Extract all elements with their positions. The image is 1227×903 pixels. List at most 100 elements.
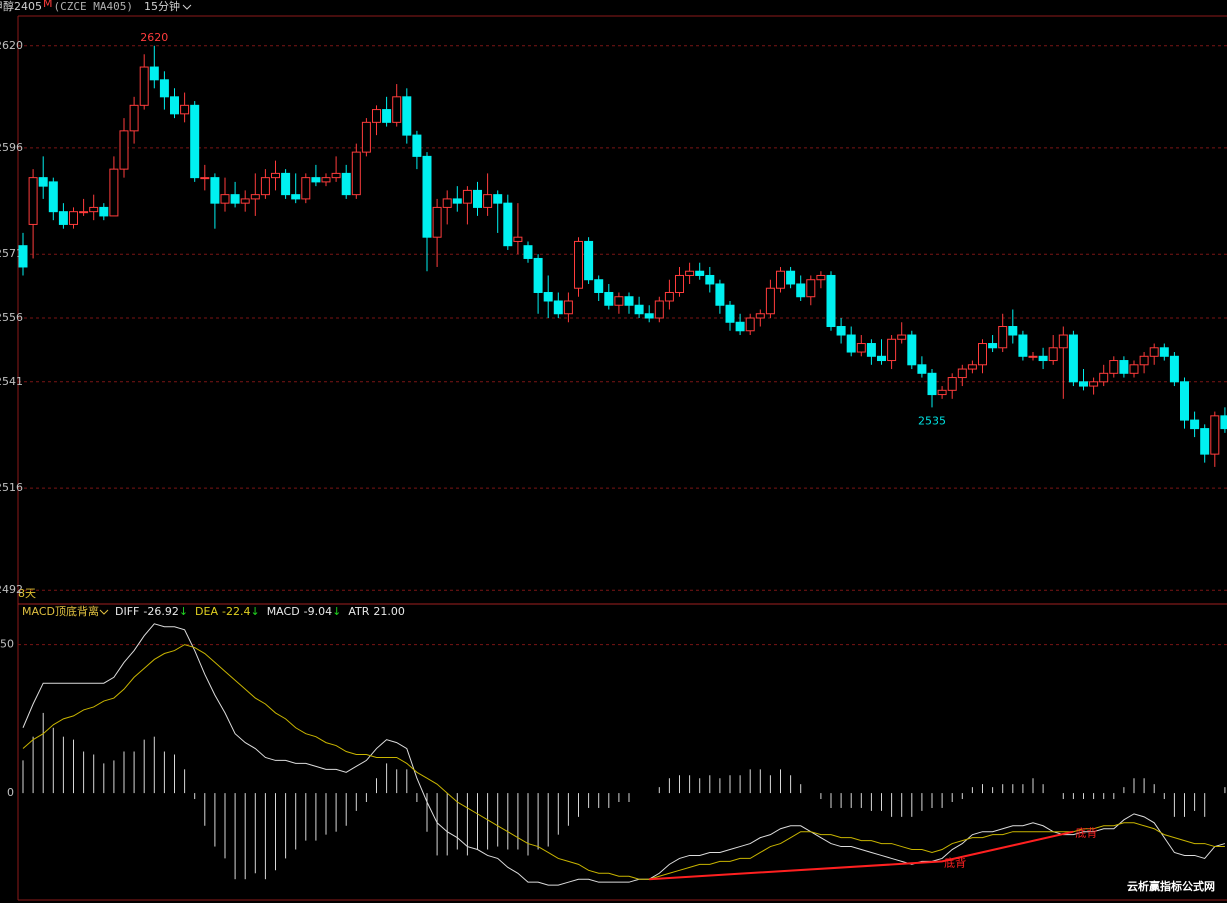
legend-text: MACD顶底背离 xyxy=(22,604,99,618)
candle-body xyxy=(442,198,452,208)
candle-body xyxy=(392,96,402,123)
candle-body xyxy=(978,343,987,366)
candle-body xyxy=(624,296,634,306)
candle-body xyxy=(735,321,745,332)
legend-text: ↓ xyxy=(332,605,341,618)
candle-body xyxy=(937,389,947,396)
candle-body xyxy=(38,177,48,187)
candle-body xyxy=(1180,381,1189,421)
candle-body xyxy=(755,313,765,319)
candle-body xyxy=(139,66,149,106)
candle-body xyxy=(1159,347,1169,357)
title-text: 15分钟 xyxy=(144,0,180,13)
candle-body xyxy=(99,206,109,217)
candle-body xyxy=(170,96,179,115)
candle-body xyxy=(361,121,371,153)
candle-body xyxy=(159,79,169,98)
y-tick-label: 2556 xyxy=(0,311,23,324)
divergence-label: 底背 xyxy=(1075,826,1097,840)
candle-body xyxy=(341,172,351,196)
candle-body xyxy=(372,109,381,123)
y-tick-label: 2541 xyxy=(0,375,23,388)
legend-text: -9.04 xyxy=(304,605,332,618)
candle-body xyxy=(58,211,68,225)
candle-body xyxy=(271,172,280,179)
title-bar: 甲醇2405M(CZCE MA405) 15分钟 xyxy=(0,0,192,13)
candle-body xyxy=(957,368,967,379)
candle-body xyxy=(543,291,553,302)
candle-body xyxy=(907,334,917,366)
extreme-label: 2535 xyxy=(918,414,946,427)
candle-body xyxy=(503,202,513,247)
candle-body xyxy=(745,317,755,332)
candle-body xyxy=(826,274,836,328)
candle-body xyxy=(1038,355,1048,362)
candle-body xyxy=(998,326,1008,349)
title-text: M xyxy=(43,0,53,10)
candle-body xyxy=(1139,355,1149,366)
legend-text: MACD xyxy=(267,605,300,618)
candle-body xyxy=(452,198,462,204)
candle-body xyxy=(473,189,482,208)
candle-body xyxy=(887,338,897,362)
candle-body xyxy=(301,177,311,200)
candle-body xyxy=(119,130,129,170)
candle-body xyxy=(190,104,200,179)
candle-body xyxy=(462,189,472,204)
y-tick-label: 0 xyxy=(7,786,14,799)
y-tick-label: 2571 xyxy=(0,247,23,260)
candle-body xyxy=(594,279,604,293)
candle-body xyxy=(725,304,735,323)
candle-body xyxy=(250,194,260,200)
candle-body xyxy=(897,334,907,340)
candle-body xyxy=(574,240,583,289)
candle-body xyxy=(149,66,159,81)
candle-body xyxy=(422,155,432,238)
candle-body xyxy=(513,236,523,242)
candle-body xyxy=(432,206,442,238)
divergence-line xyxy=(649,830,1074,881)
candle-body xyxy=(664,291,674,302)
candle-body xyxy=(584,240,594,281)
candle-body xyxy=(1210,415,1220,455)
candle-body xyxy=(796,283,806,298)
candle-body xyxy=(836,326,846,336)
candle-body xyxy=(69,211,78,225)
legend-text: DEA xyxy=(195,605,218,618)
candle-body xyxy=(776,270,785,289)
candle-body xyxy=(563,300,573,315)
candle-body xyxy=(846,334,856,353)
candle-body xyxy=(614,296,624,306)
candle-body xyxy=(230,194,240,204)
y-tick-label: 2516 xyxy=(0,481,23,494)
y-tick-label: 2620 xyxy=(0,39,23,52)
candle-body xyxy=(806,279,816,298)
candle-body xyxy=(1068,334,1078,383)
title-text: 甲醇2405 xyxy=(0,0,42,13)
candle-body xyxy=(493,194,503,204)
candle-body xyxy=(715,283,725,306)
candle-body xyxy=(291,194,301,200)
candle-body xyxy=(634,304,644,315)
indicator-line xyxy=(22,623,1226,886)
candle-body xyxy=(1008,326,1018,336)
candle-body xyxy=(412,134,422,157)
legend-text: -26.92 xyxy=(143,605,178,618)
legend-text: 21.00 xyxy=(373,605,405,618)
candle-body xyxy=(180,104,190,115)
candle-body xyxy=(1058,334,1068,349)
candle-body xyxy=(18,245,28,268)
candle-body xyxy=(866,343,876,357)
candle-body xyxy=(79,211,89,214)
candle-body xyxy=(281,172,291,196)
candle-body xyxy=(240,198,250,204)
dropdown-icon xyxy=(99,609,109,615)
legend-text: ↓ xyxy=(179,605,188,618)
candle-body xyxy=(927,372,937,396)
candle-body xyxy=(705,274,715,285)
candle-body xyxy=(1200,428,1210,455)
candle-body xyxy=(48,181,58,213)
candle-body xyxy=(220,194,230,204)
